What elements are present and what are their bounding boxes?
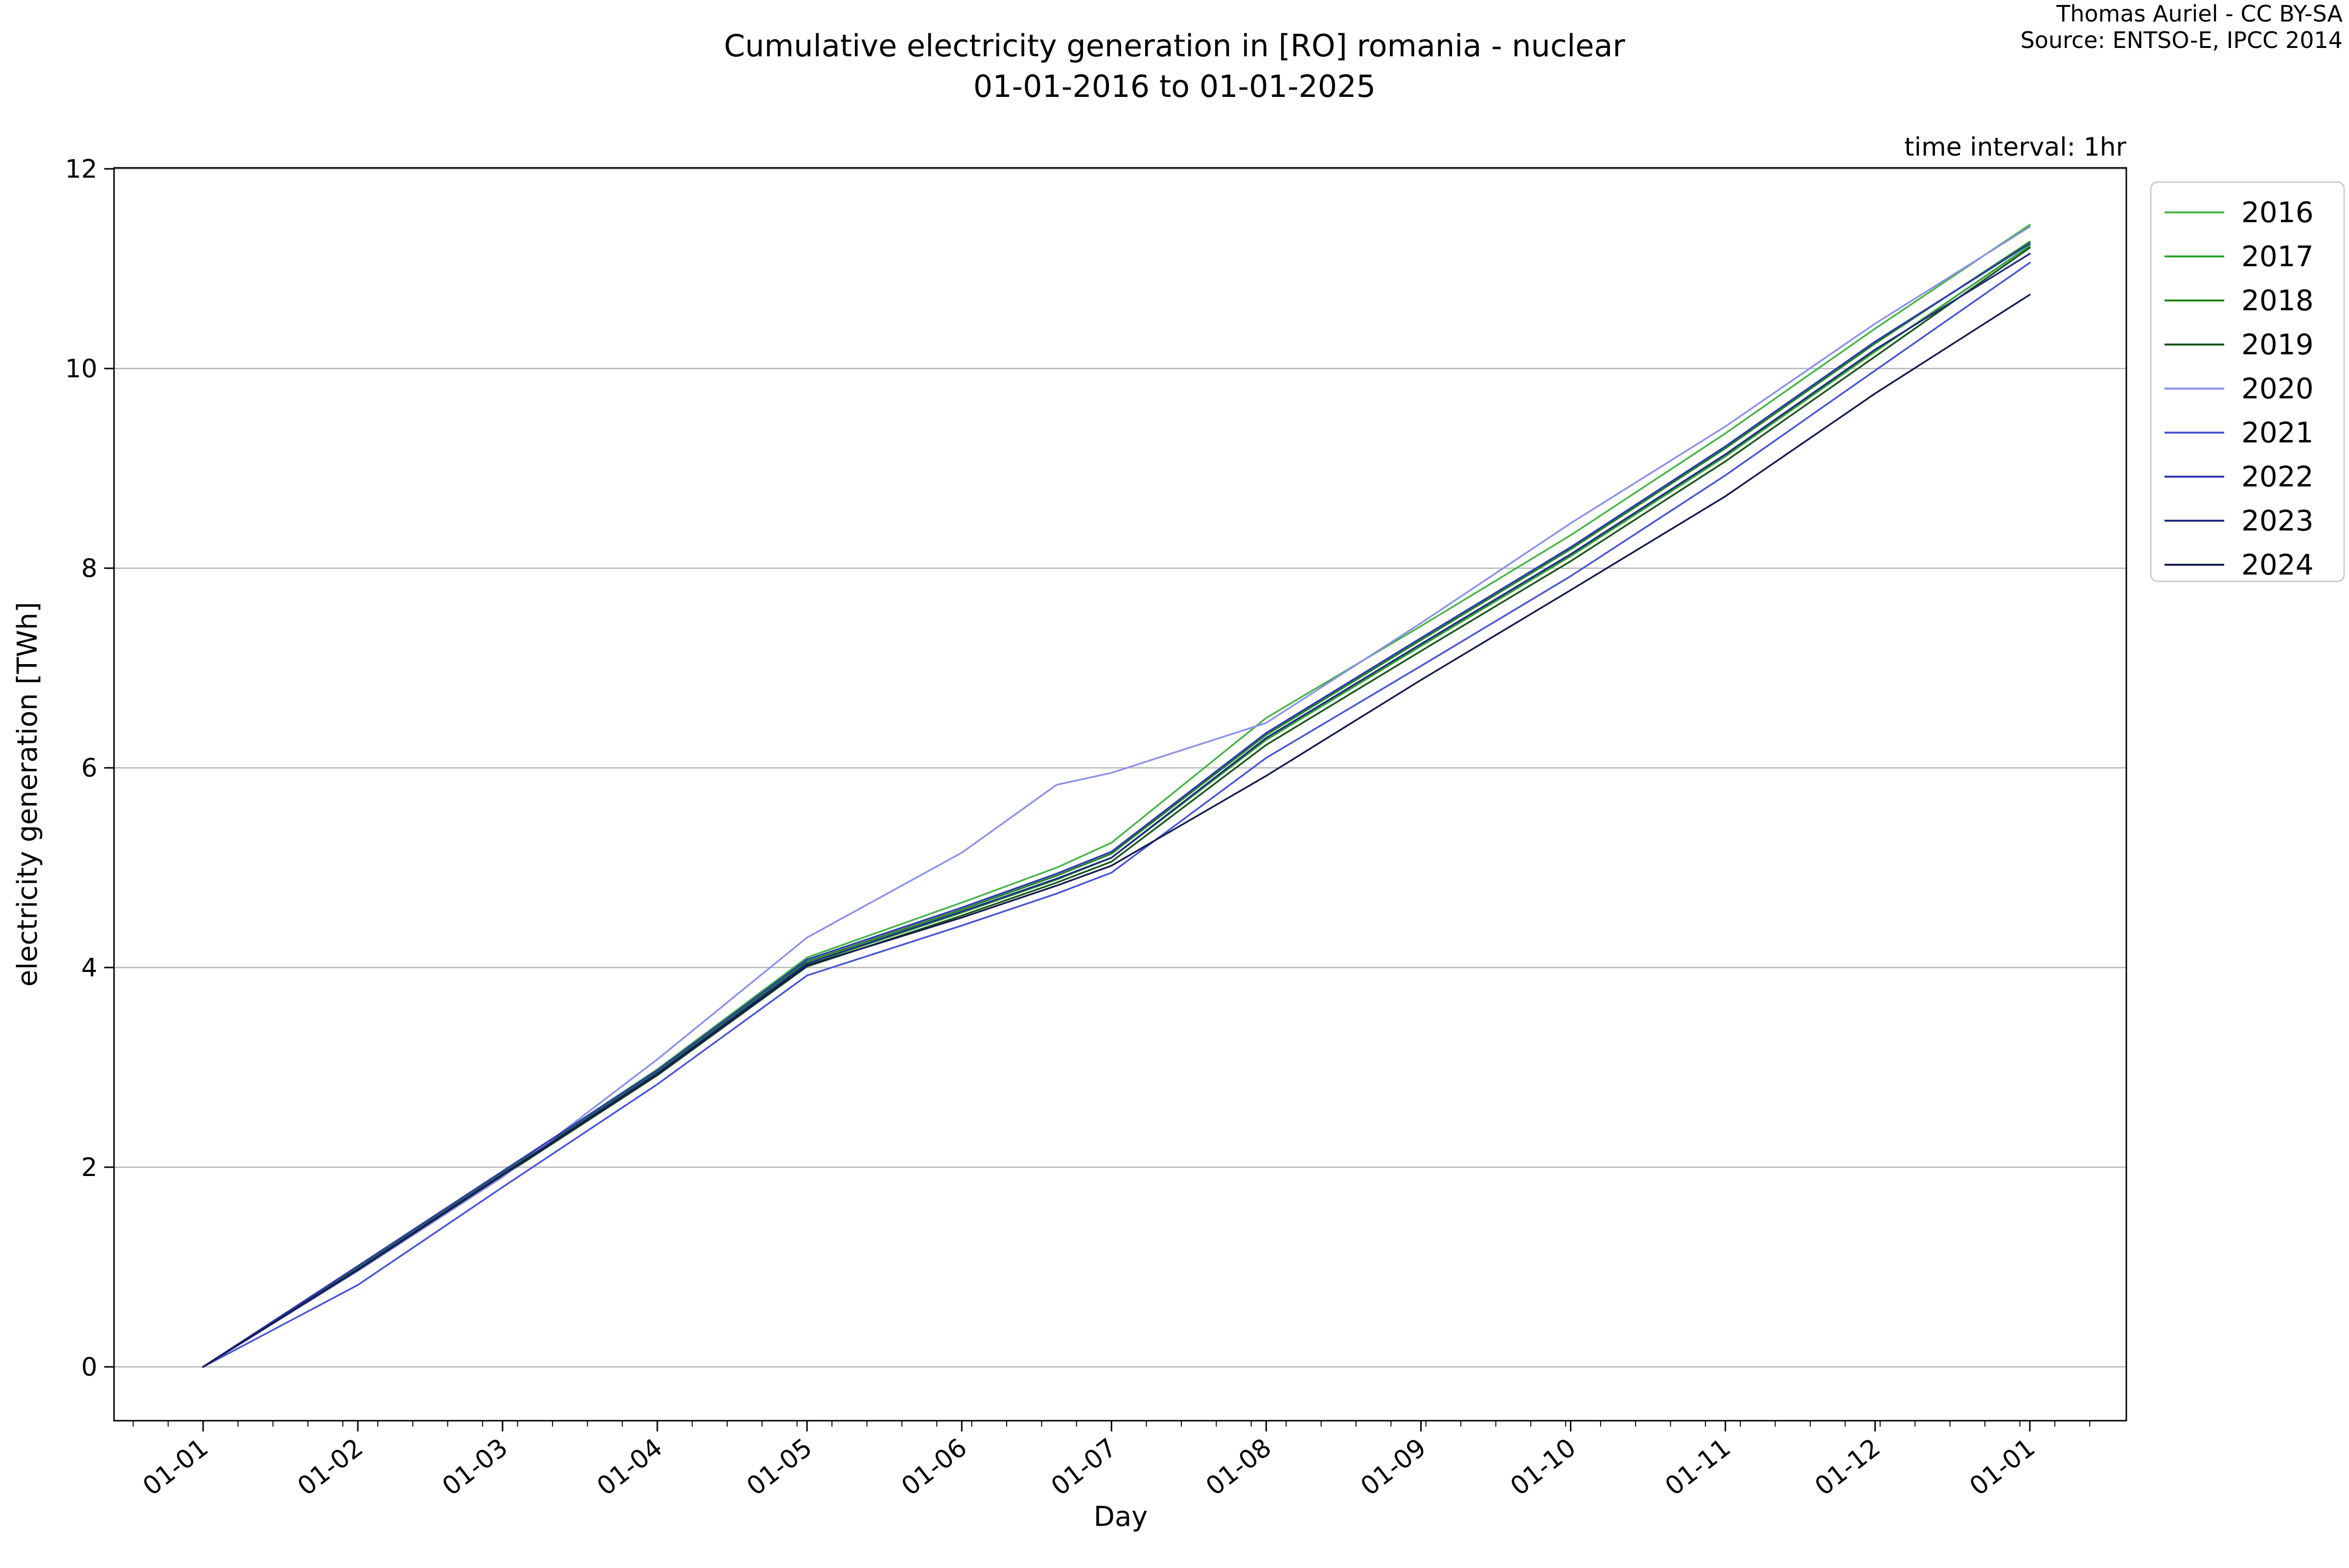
attribution-line2: Source: ENTSO-E, IPCC 2014 bbox=[2020, 27, 2343, 53]
attribution-line1: Thomas Auriel - CC BY-SA bbox=[2056, 0, 2343, 27]
legend-label: 2018 bbox=[2241, 284, 2314, 317]
y-gridlines bbox=[114, 168, 2126, 1368]
series-line-2023 bbox=[202, 253, 2031, 1368]
y-tick-label: 10 bbox=[65, 354, 97, 384]
legend-entry-2017: 2017 bbox=[2165, 240, 2314, 273]
legend-label: 2019 bbox=[2241, 328, 2314, 361]
x-tick-label: 01-03 bbox=[437, 1433, 513, 1501]
legend-label: 2023 bbox=[2241, 504, 2314, 537]
legend-label: 2017 bbox=[2241, 240, 2314, 273]
legend-entry-2018: 2018 bbox=[2165, 284, 2314, 317]
legend-label: 2020 bbox=[2241, 372, 2314, 405]
series-line-2018 bbox=[202, 241, 2031, 1368]
series-line-2020 bbox=[202, 226, 2031, 1368]
legend-entry-2024: 2024 bbox=[2165, 548, 2314, 581]
x-tick-label: 01-07 bbox=[1046, 1433, 1122, 1501]
legend-label: 2024 bbox=[2241, 548, 2314, 581]
x-tick-label: 01-05 bbox=[741, 1433, 818, 1501]
x-axis: 01-01 01-02 01-03 01-04 01-05 01-06 01-07 01-08… bbox=[133, 1421, 2091, 1501]
series-line-2017 bbox=[202, 245, 2031, 1368]
series-line-2021 bbox=[202, 262, 2031, 1368]
x-tick-label: 01-08 bbox=[1200, 1433, 1277, 1501]
legend-entry-2019: 2019 bbox=[2165, 328, 2314, 361]
y-tick-label: 6 bbox=[81, 754, 97, 783]
x-tick-label: 01-01 bbox=[138, 1433, 214, 1501]
time-interval-annotation: time interval: 1hr bbox=[1904, 133, 2126, 162]
legend-label: 2021 bbox=[2241, 416, 2314, 449]
legend-entry-2022: 2022 bbox=[2165, 460, 2314, 493]
y-axis: 0 2 4 6 8 10 12 bbox=[65, 155, 114, 1382]
y-tick-label: 2 bbox=[81, 1153, 97, 1182]
series-line-2022 bbox=[202, 243, 2031, 1368]
x-tick-label: 01-01 bbox=[1964, 1433, 2041, 1501]
x-tick-label: 01-06 bbox=[896, 1433, 972, 1501]
series-line-2024 bbox=[202, 294, 2031, 1368]
legend-label: 2022 bbox=[2241, 460, 2314, 493]
legend-label: 2016 bbox=[2241, 196, 2314, 229]
series-line-2019 bbox=[202, 247, 2031, 1368]
x-tick-label: 01-04 bbox=[592, 1433, 668, 1501]
x-tick-label: 01-02 bbox=[292, 1433, 368, 1501]
legend-entry-2021: 2021 bbox=[2165, 416, 2314, 449]
y-tick-label: 4 bbox=[81, 953, 97, 983]
plot-frame bbox=[113, 167, 2127, 1422]
x-tick-label: 01-12 bbox=[1810, 1433, 1886, 1501]
legend-entry-2020: 2020 bbox=[2165, 372, 2314, 405]
y-axis-label: electricity generation [TWh] bbox=[12, 602, 44, 987]
x-tick-label: 01-11 bbox=[1660, 1433, 1736, 1501]
series-lines bbox=[202, 224, 2031, 1368]
x-tick-label: 01-10 bbox=[1505, 1433, 1582, 1501]
chart-title-line2: 01-01-2016 to 01-01-2025 bbox=[973, 69, 1376, 104]
chart-title-line1: Cumulative electricity generation in [RO… bbox=[724, 28, 1625, 64]
y-tick-label: 0 bbox=[81, 1353, 97, 1382]
legend: 2016 2017 2018 2019 2020 2021 2022 2023 2024 bbox=[2150, 181, 2345, 582]
y-tick-label: 12 bbox=[65, 155, 97, 184]
series-line-2016 bbox=[202, 224, 2031, 1368]
x-tick-label: 01-09 bbox=[1356, 1433, 1432, 1501]
y-tick-label: 8 bbox=[81, 554, 97, 583]
legend-entry-2023: 2023 bbox=[2165, 504, 2314, 537]
x-axis-label: Day bbox=[1094, 1501, 1148, 1533]
legend-entry-2016: 2016 bbox=[2165, 196, 2314, 229]
